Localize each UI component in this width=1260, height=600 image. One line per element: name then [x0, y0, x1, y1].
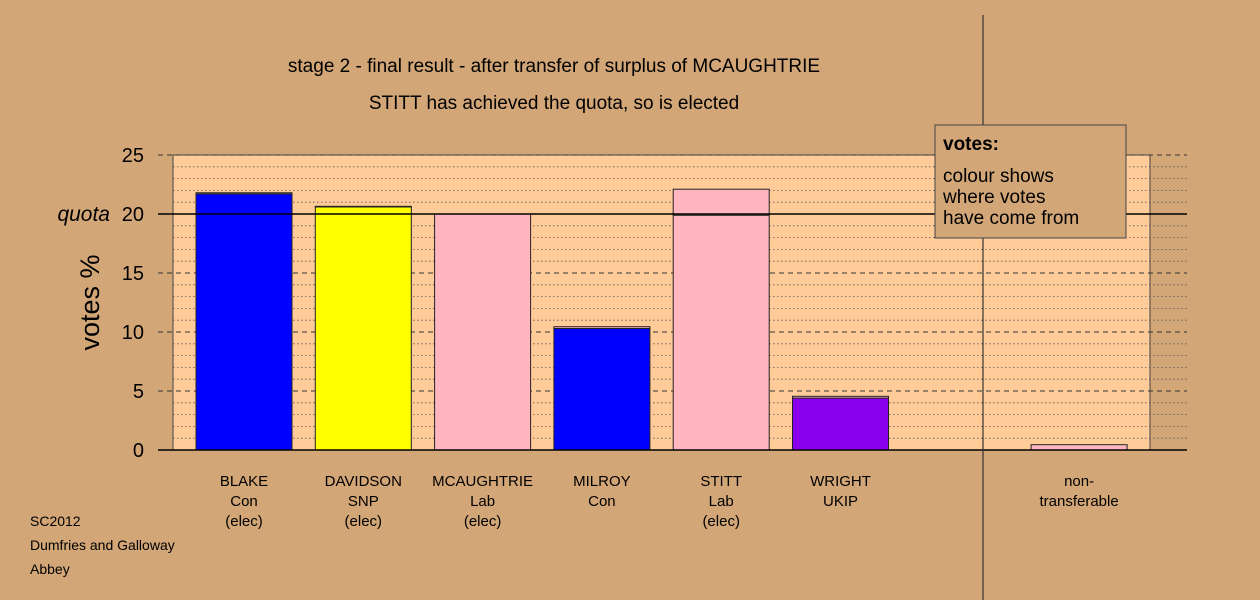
category-label: transferable	[1039, 493, 1118, 510]
category-label: DAVIDSON	[325, 473, 402, 490]
footer-council: Dumfries and Galloway	[30, 537, 175, 553]
category-label: non-	[1064, 473, 1094, 490]
category-label: (elec)	[345, 513, 383, 530]
y-tick-label: 10	[122, 322, 144, 344]
category-label: (elec)	[702, 513, 740, 530]
y-tick-label: 15	[122, 263, 144, 285]
category-label: Con	[230, 493, 258, 510]
bar-segment	[434, 213, 532, 451]
footer-ward: Abbey	[30, 561, 70, 577]
category-label: (elec)	[225, 513, 263, 530]
category-label: Con	[588, 493, 616, 510]
bar-segment	[314, 206, 412, 451]
category-label: STITT	[700, 473, 742, 490]
category-label: BLAKE	[220, 473, 268, 490]
bar-segment	[1030, 444, 1128, 451]
category-label: MILROY	[573, 473, 631, 490]
bar-segment	[792, 397, 889, 451]
bar-segment	[314, 205, 412, 208]
bar-segment	[195, 193, 293, 451]
y-tick-label: 25	[122, 145, 144, 167]
bar-segment	[195, 192, 293, 195]
category-label: Lab	[470, 493, 495, 510]
y-tick-label: 5	[133, 381, 144, 403]
legend-text: have come from	[943, 208, 1079, 229]
bar-segment	[792, 395, 889, 399]
bar-segment	[672, 214, 770, 451]
bar-segment	[553, 326, 651, 329]
bar-segment	[553, 327, 651, 451]
chart-title: stage 2 - final result - after transfer …	[288, 56, 820, 77]
category-label: MCAUGHTRIE	[432, 473, 533, 490]
category-label: (elec)	[464, 513, 502, 530]
bar-segment	[672, 188, 770, 216]
legend-box	[934, 124, 1127, 239]
legend-text: colour shows	[943, 166, 1054, 187]
y-tick-label: 0	[133, 440, 144, 462]
category-label: UKIP	[823, 493, 858, 510]
quota-label: quota	[57, 203, 110, 226]
legend-title: votes:	[943, 134, 999, 155]
category-label: WRIGHT	[810, 473, 871, 490]
y-axis-label: votes %	[75, 254, 105, 350]
footer-election: SC2012	[30, 513, 81, 529]
chart-subtitle: STITT has achieved the quota, so is elec…	[369, 93, 739, 114]
y-tick-label: 20	[122, 204, 144, 226]
legend-text: where votes	[942, 187, 1045, 208]
category-label: Lab	[709, 493, 734, 510]
category-label: SNP	[348, 493, 379, 510]
